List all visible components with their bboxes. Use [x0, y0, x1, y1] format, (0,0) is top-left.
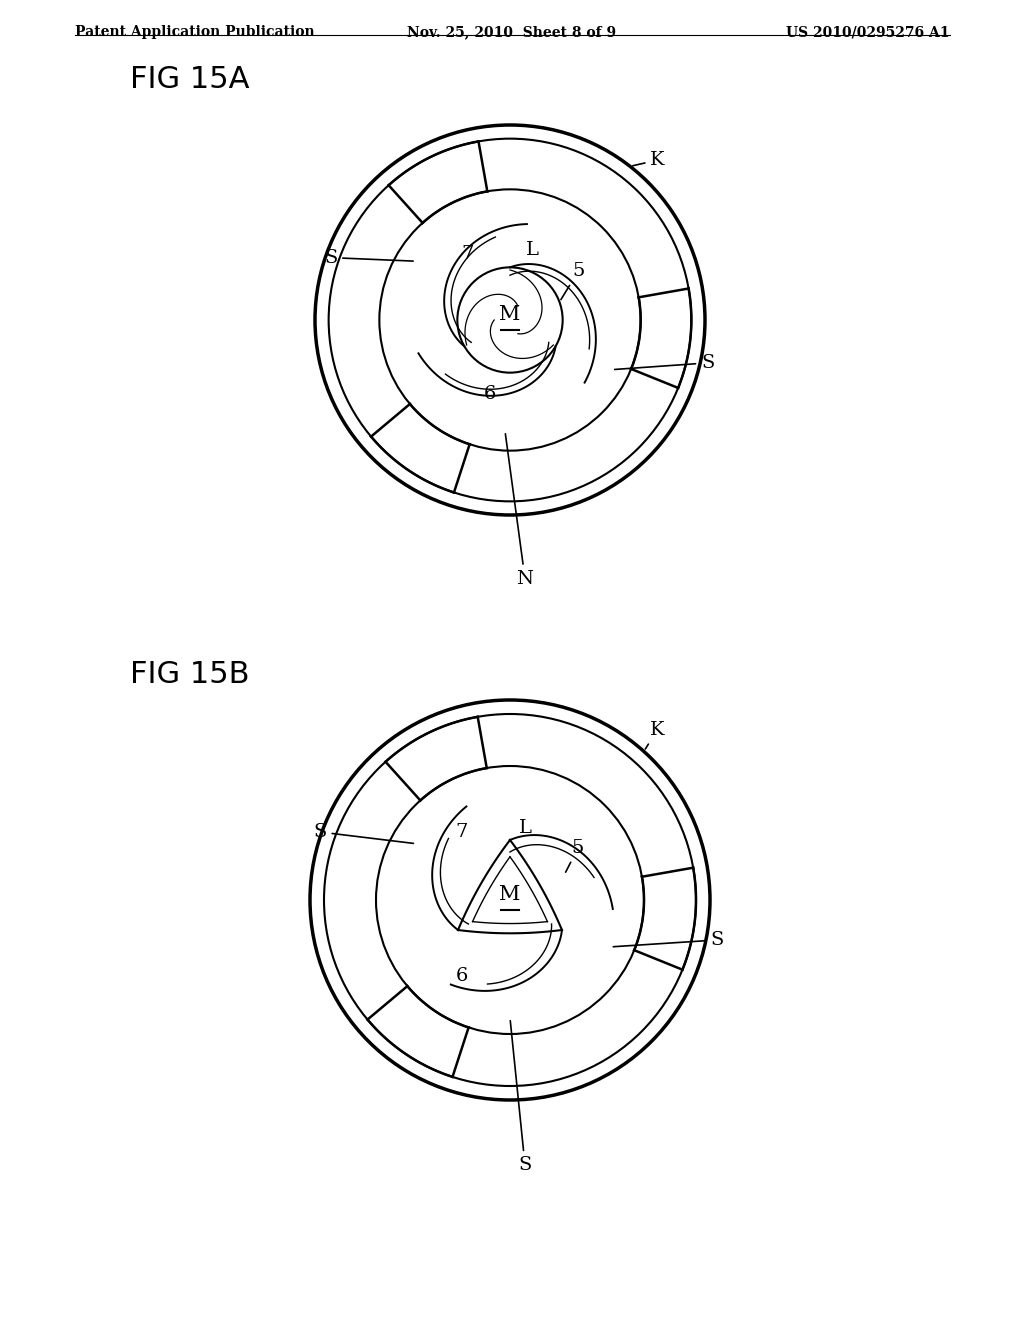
Text: 6: 6 — [483, 385, 497, 403]
Text: FIG 15A: FIG 15A — [130, 65, 250, 94]
Text: 5: 5 — [561, 263, 585, 300]
Text: 7: 7 — [456, 822, 468, 841]
Text: K: K — [633, 150, 665, 169]
Text: S: S — [613, 931, 723, 949]
Text: L: L — [518, 818, 531, 837]
Text: L: L — [525, 240, 539, 259]
Text: S: S — [510, 1020, 531, 1173]
Text: 7: 7 — [462, 244, 474, 263]
Text: 6: 6 — [456, 968, 468, 985]
Text: Nov. 25, 2010  Sheet 8 of 9: Nov. 25, 2010 Sheet 8 of 9 — [408, 25, 616, 40]
Text: S: S — [324, 248, 413, 267]
Text: S: S — [614, 354, 715, 372]
Text: FIG 15B: FIG 15B — [130, 660, 250, 689]
Text: Patent Application Publication: Patent Application Publication — [75, 25, 314, 40]
Text: S: S — [313, 822, 414, 843]
Text: K: K — [645, 721, 665, 748]
Text: US 2010/0295276 A1: US 2010/0295276 A1 — [786, 25, 950, 40]
Text: 5: 5 — [565, 840, 584, 873]
Text: N: N — [506, 434, 534, 587]
Text: M: M — [500, 886, 520, 904]
Text: M: M — [500, 305, 520, 325]
